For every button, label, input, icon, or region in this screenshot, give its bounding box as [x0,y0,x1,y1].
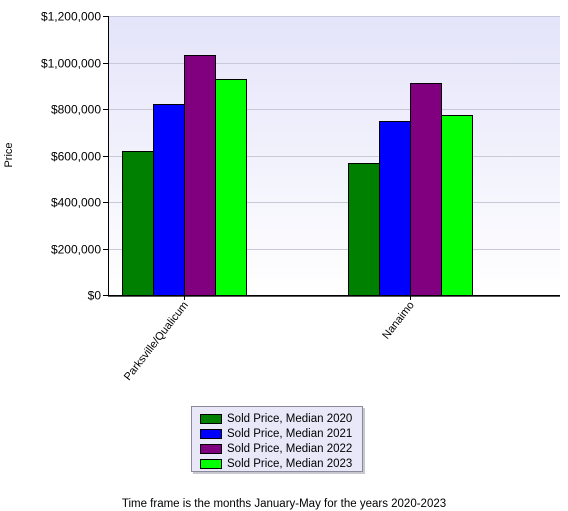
bars [122,55,473,296]
x-tick-label: Nanaimo [380,299,417,341]
y-tick-label: $400,000 [51,196,101,210]
legend: Sold Price, Median 2020 Sold Price, Media… [191,406,363,472]
bar-sold-price-median-2020-1 [348,163,380,296]
y-tick-label: $0 [88,289,102,303]
bar-sold-price-median-2022-1 [410,83,442,296]
y-tick-label: $1,000,000 [41,57,101,71]
x-tick-label: Parksville/Qualicum [122,299,191,383]
y-tick-label: $1,200,000 [41,10,101,24]
bar-sold-price-median-2020-0 [122,151,154,296]
bar-sold-price-median-2022-0 [184,55,216,296]
legend-label: Sold Price, Median 2020 [227,412,353,425]
y-tick-label: $200,000 [51,243,101,257]
legend-item: Sold Price, Median 2021 [200,426,362,441]
legend-item: Sold Price, Median 2023 [200,456,362,471]
x-ticks: Parksville/Qualicum Nanaimo [122,295,417,383]
legend-swatch [200,413,222,424]
legend-label: Sold Price, Median 2023 [227,457,353,470]
y-tick-label: $600,000 [51,150,101,164]
bar-sold-price-median-2021-1 [379,121,411,296]
bar-sold-price-median-2023-0 [215,79,247,296]
bar-sold-price-median-2021-0 [153,104,185,296]
legend-label: Sold Price, Median 2021 [227,427,353,440]
y-tick-label: $800,000 [51,103,101,117]
legend-item: Sold Price, Median 2022 [200,441,362,456]
y-axis-label: Price [3,142,15,167]
legend-item: Sold Price, Median 2020 [200,411,362,426]
footnote: Time frame is the months January-May for… [121,498,447,510]
legend-swatch [200,443,222,454]
bar-sold-price-median-2023-1 [441,115,473,296]
legend-swatch [200,458,222,469]
legend-swatch [200,428,222,439]
axes [108,16,560,297]
legend-label: Sold Price, Median 2022 [227,442,353,455]
y-ticks: $0 $200,000 $400,000 $600,000 $800,000 $1,000… [41,10,108,303]
